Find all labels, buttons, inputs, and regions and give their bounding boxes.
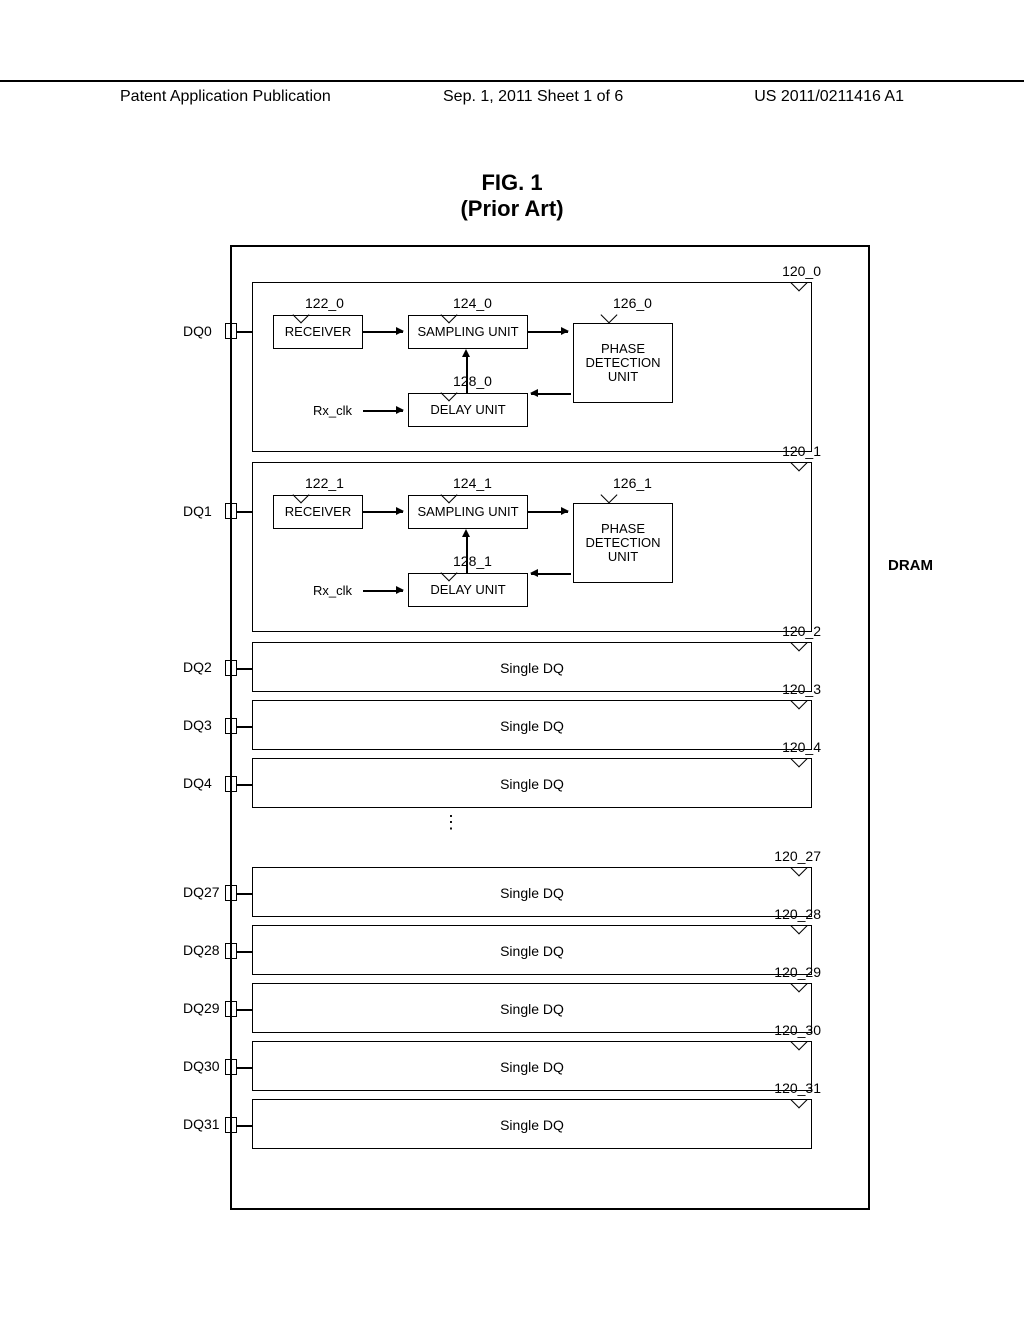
simple-channel: DQ30Single DQ120_30 xyxy=(252,1041,812,1091)
pin-box-icon xyxy=(225,503,237,524)
pin-connector xyxy=(237,784,253,786)
arrow-icon xyxy=(528,511,568,513)
arrow-icon xyxy=(363,590,403,592)
arrow-icon xyxy=(363,511,403,513)
sampling-box: SAMPLING UNIT xyxy=(408,495,528,529)
rxclk-label: Rx_clk xyxy=(313,403,352,418)
delay-box: DELAY UNIT xyxy=(408,393,528,427)
pin-connector xyxy=(237,331,253,333)
detailed-channel: DQ1120_1RECEIVER122_1SAMPLING UNIT124_1P… xyxy=(252,462,812,632)
pin-box-icon xyxy=(225,776,237,797)
delay-ref: 128_1 xyxy=(453,553,492,569)
arrowhead-icon xyxy=(462,529,470,537)
pin-label: DQ31 xyxy=(183,1116,220,1132)
single-dq-label: Single DQ xyxy=(253,660,811,676)
pin-label: DQ3 xyxy=(183,717,212,733)
pin-label: DQ29 xyxy=(183,1000,220,1016)
pin-label: DQ1 xyxy=(183,503,212,519)
connector-line xyxy=(466,535,468,573)
pin-connector xyxy=(237,1067,253,1069)
single-dq-label: Single DQ xyxy=(253,1117,811,1133)
pin-box-icon xyxy=(225,1117,237,1138)
rxclk-label: Rx_clk xyxy=(313,583,352,598)
pin-box-icon xyxy=(225,718,237,739)
phase-ref: 126_0 xyxy=(613,295,652,311)
dq-pin: DQ27 xyxy=(183,884,220,900)
sampling-ref: 124_1 xyxy=(453,475,492,491)
simple-channel: DQ3Single DQ120_3 xyxy=(252,700,812,750)
receiver-box: RECEIVER xyxy=(273,495,363,529)
phase-ref: 126_1 xyxy=(613,475,652,491)
pin-box-icon xyxy=(225,1001,237,1022)
pin-label: DQ0 xyxy=(183,323,212,339)
pin-label: DQ30 xyxy=(183,1058,220,1074)
arrow-icon xyxy=(363,410,403,412)
pin-connector xyxy=(237,668,253,670)
figure-title: FIG. 1 (Prior Art) xyxy=(0,170,1024,223)
pin-box-icon xyxy=(225,660,237,681)
phase-detection-box: PHASE DETECTION UNIT xyxy=(573,323,673,403)
pin-connector xyxy=(237,951,253,953)
connector-line xyxy=(466,355,468,393)
delay-ref: 128_0 xyxy=(453,373,492,389)
pin-box-icon xyxy=(225,1059,237,1080)
arrowhead-icon xyxy=(462,349,470,357)
pin-label: DQ2 xyxy=(183,659,212,675)
dq-pin: DQ2 xyxy=(183,659,212,675)
phase-detection-box: PHASE DETECTION UNIT xyxy=(573,503,673,583)
simple-channel: DQ28Single DQ120_28 xyxy=(252,925,812,975)
arrow-icon xyxy=(363,331,403,333)
single-dq-label: Single DQ xyxy=(253,718,811,734)
sampling-ref: 124_0 xyxy=(453,295,492,311)
pin-box-icon xyxy=(225,943,237,964)
pin-connector xyxy=(237,726,253,728)
vertical-ellipsis: ⋮ xyxy=(442,812,460,833)
pin-connector xyxy=(237,1009,253,1011)
dq-pin: DQ30 xyxy=(183,1058,220,1074)
receiver-ref: 122_0 xyxy=(305,295,344,311)
simple-channel: DQ31Single DQ120_31 xyxy=(252,1099,812,1149)
single-dq-label: Single DQ xyxy=(253,943,811,959)
arrow-icon xyxy=(531,573,571,575)
dq-pin: DQ3 xyxy=(183,717,212,733)
receiver-ref: 122_1 xyxy=(305,475,344,491)
header-center: Sep. 1, 2011 Sheet 1 of 6 xyxy=(443,88,623,106)
header-right: US 2011/0211416 A1 xyxy=(754,88,904,106)
pin-connector xyxy=(237,511,253,513)
simple-channel: DQ2Single DQ120_2 xyxy=(252,642,812,692)
pin-label: DQ27 xyxy=(183,884,220,900)
header-left: Patent Application Publication xyxy=(120,88,331,106)
arrow-icon xyxy=(528,331,568,333)
single-dq-label: Single DQ xyxy=(253,1001,811,1017)
delay-box: DELAY UNIT xyxy=(408,573,528,607)
dram-block: DRAM DQ0120_0RECEIVER122_0SAMPLING UNIT1… xyxy=(230,245,870,1210)
single-dq-label: Single DQ xyxy=(253,776,811,792)
pin-label: DQ4 xyxy=(183,775,212,791)
dram-label: DRAM xyxy=(888,557,933,574)
sampling-box: SAMPLING UNIT xyxy=(408,315,528,349)
dq-pin: DQ1 xyxy=(183,503,212,519)
page-header: Patent Application Publication Sep. 1, 2… xyxy=(0,80,1024,88)
pin-label: DQ28 xyxy=(183,942,220,958)
figure-title-line2: (Prior Art) xyxy=(0,196,1024,222)
simple-channel: DQ4Single DQ120_4 xyxy=(252,758,812,808)
detailed-channel: DQ0120_0RECEIVER122_0SAMPLING UNIT124_0P… xyxy=(252,282,812,452)
arrow-icon xyxy=(531,393,571,395)
dq-pin: DQ0 xyxy=(183,323,212,339)
pin-connector xyxy=(237,1125,253,1127)
simple-channel: DQ27Single DQ120_27 xyxy=(252,867,812,917)
receiver-box: RECEIVER xyxy=(273,315,363,349)
simple-channel: DQ29Single DQ120_29 xyxy=(252,983,812,1033)
dq-pin: DQ29 xyxy=(183,1000,220,1016)
single-dq-label: Single DQ xyxy=(253,1059,811,1075)
figure-title-line1: FIG. 1 xyxy=(0,170,1024,196)
dq-pin: DQ31 xyxy=(183,1116,220,1132)
pin-box-icon xyxy=(225,323,237,344)
dq-pin: DQ4 xyxy=(183,775,212,791)
dq-pin: DQ28 xyxy=(183,942,220,958)
pin-connector xyxy=(237,893,253,895)
pin-box-icon xyxy=(225,885,237,906)
single-dq-label: Single DQ xyxy=(253,885,811,901)
